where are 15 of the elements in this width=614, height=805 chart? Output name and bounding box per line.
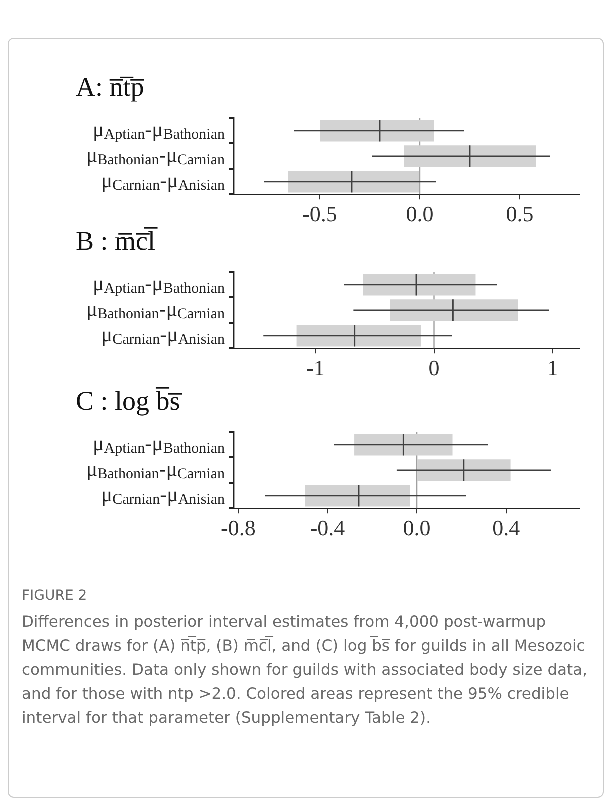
x-tick-label: 0 — [428, 356, 440, 381]
x-tick-label: 0.5 — [506, 202, 534, 227]
chart-title: C : log b̅s̅ — [75, 386, 183, 418]
x-tick-label: 0.0 — [403, 516, 431, 541]
chart-title: A: n̅t̅p̅ — [75, 72, 146, 104]
x-tick-label: 1 — [547, 356, 558, 381]
x-tick-label: 0.4 — [492, 516, 520, 541]
chart-title: B : m̅c̅l̅ — [75, 226, 159, 258]
x-tick-label: -0.4 — [310, 516, 346, 541]
x-tick-label: -0.8 — [221, 516, 256, 541]
caption: FIGURE 2 — [22, 588, 88, 604]
text: Differences in posterior interval estimates from 4,000 post-warmup MCMC draws for (A) n̅t̅p̅, (B) m̅c̅l̅, and (C) log b̅s̅ for guilds in all Mesozoic communities. Data only shown for guilds with associated body size data, and for those with ntp >2.0. Colored areas represent the 95% credible interval for that parameter (Supplementary Table 2). — [22, 612, 589, 729]
x-tick-label: -1 — [306, 356, 325, 381]
x-tick-label: 0.0 — [406, 202, 434, 227]
x-tick-label: -0.5 — [302, 202, 338, 227]
